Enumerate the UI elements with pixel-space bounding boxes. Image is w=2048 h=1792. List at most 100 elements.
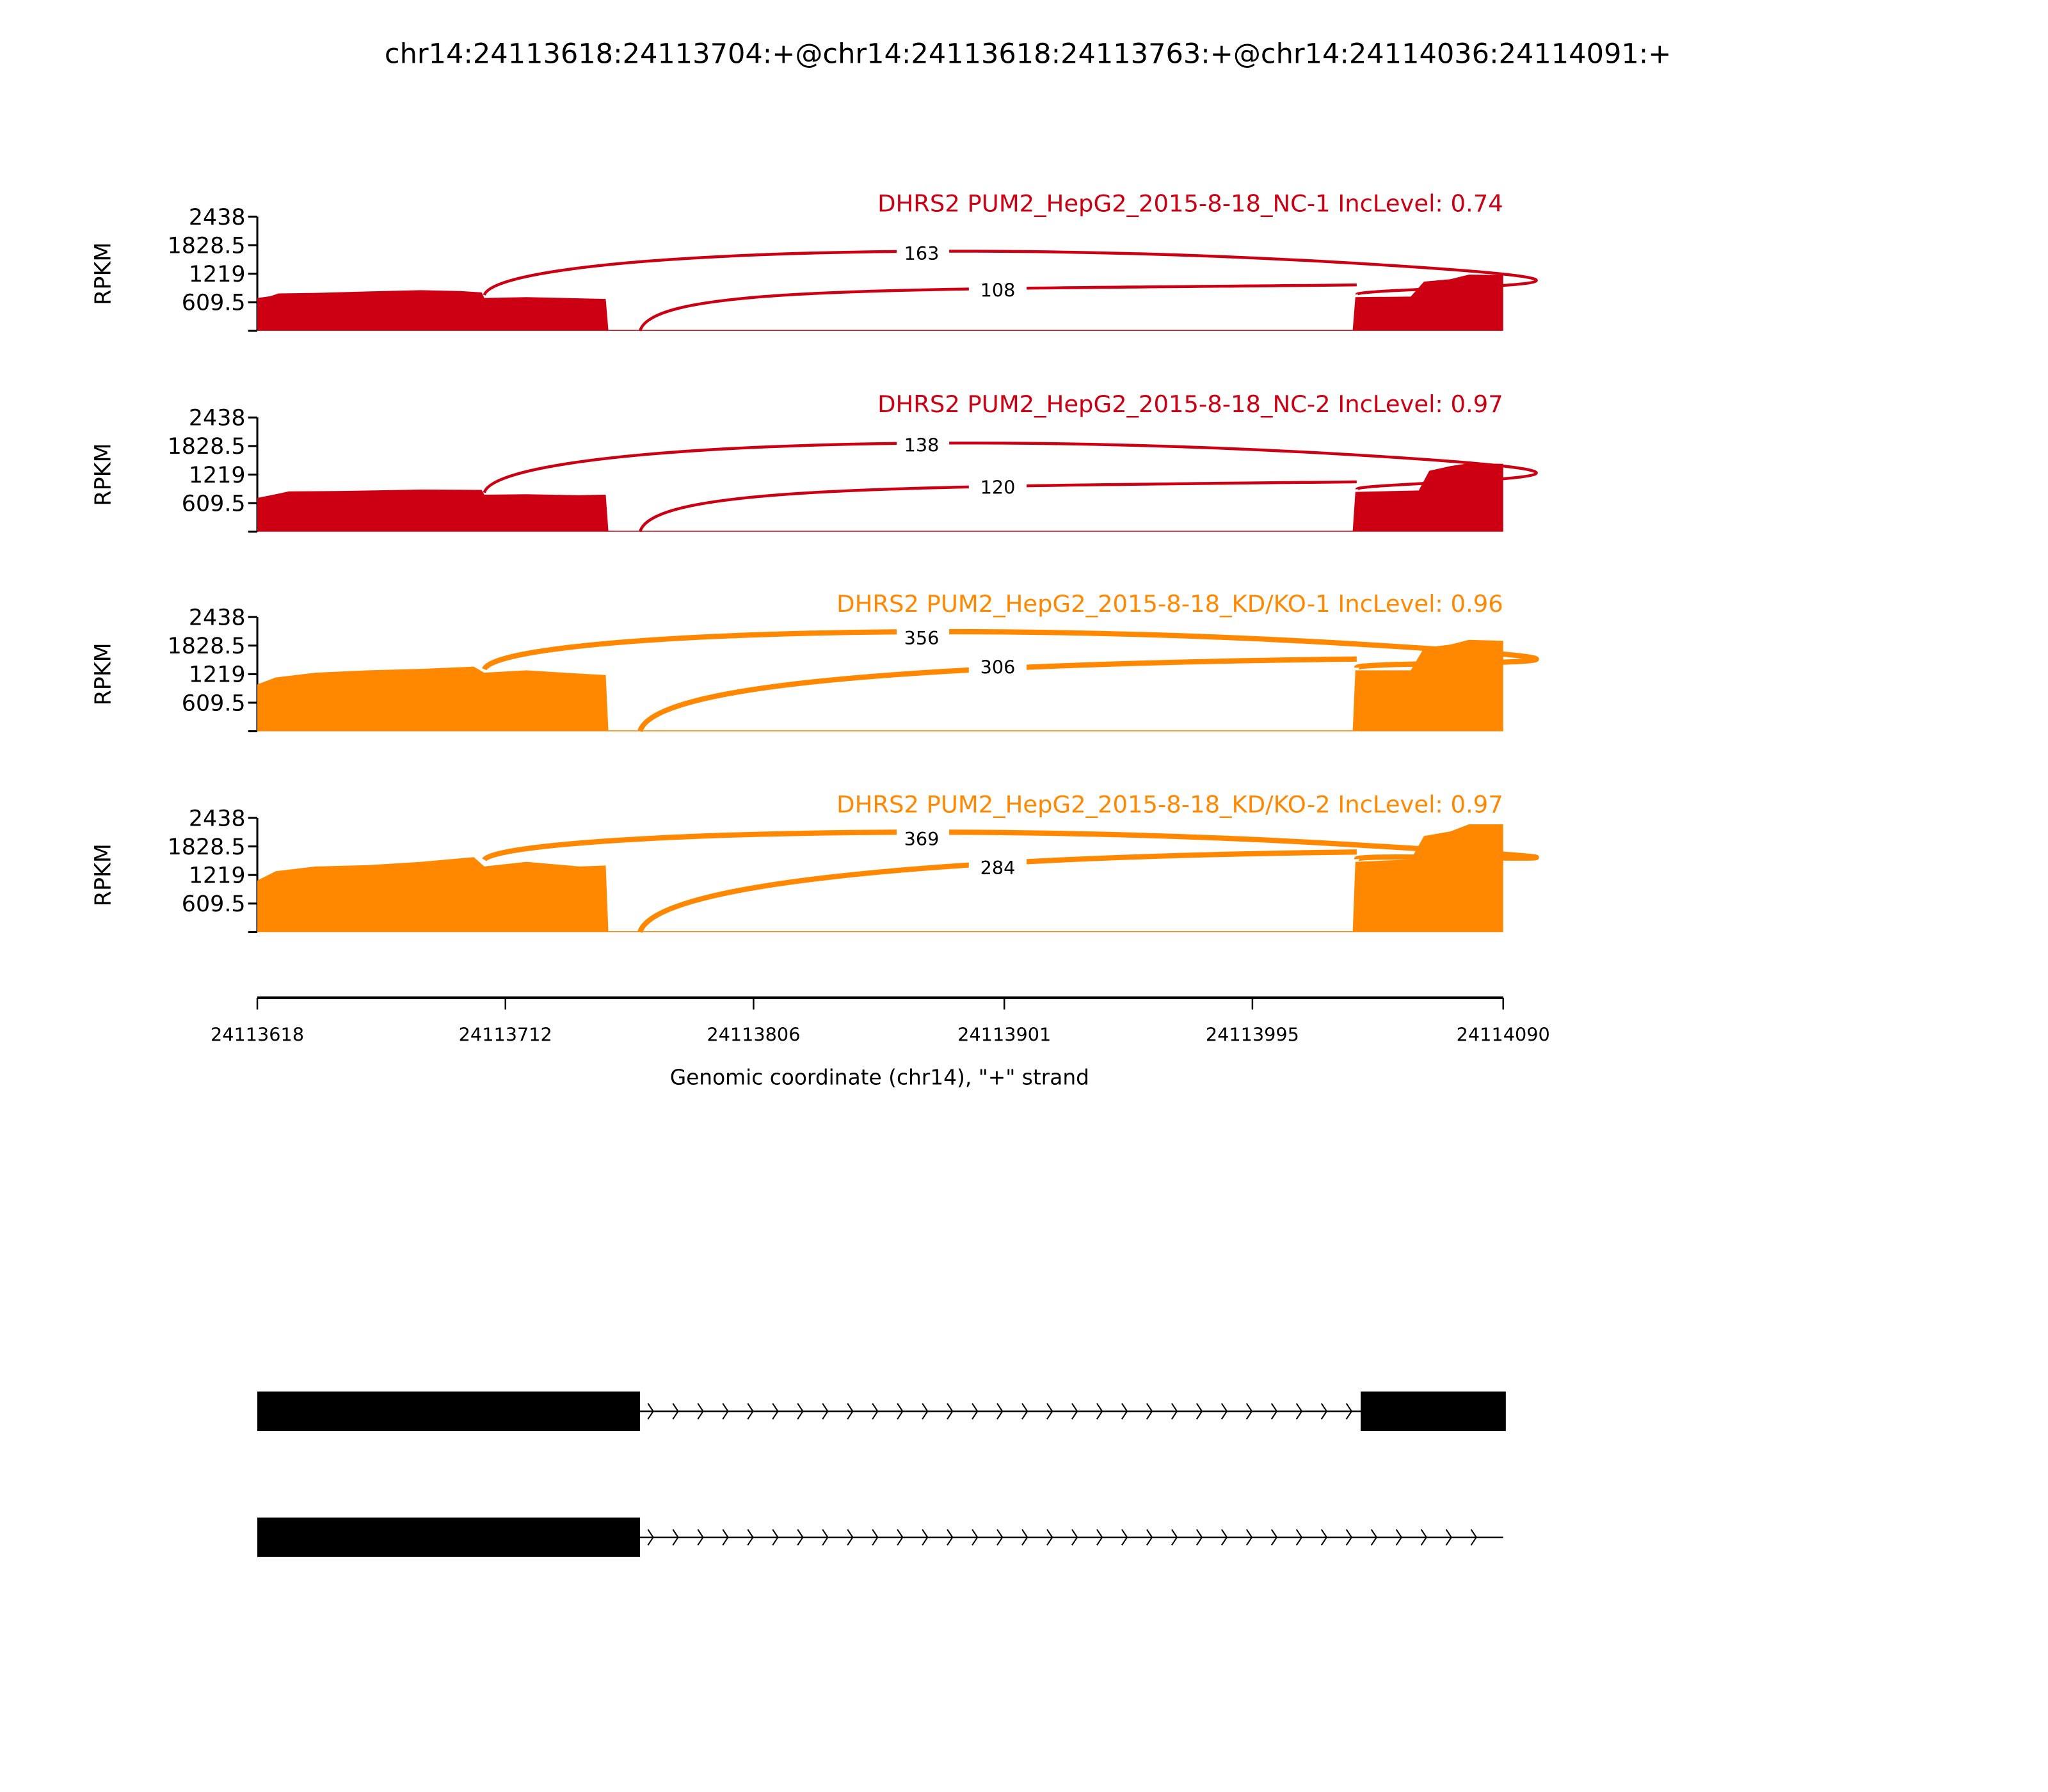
sample-panel: 2438 1828.5 1219 609.5 RPKM 163 108 DHRS2 PUM2_… — [90, 189, 1538, 332]
x-axis-label: Genomic coordinate (chr14), "+" strand — [670, 1065, 1089, 1089]
y-tick-label: 1828.5 — [168, 233, 246, 259]
sample-title: DHRS2 PUM2_HepG2_2015-8-18_NC-2 IncLevel… — [877, 390, 1503, 418]
y-tick-label: 1219 — [189, 863, 246, 888]
strand-arrow-icon — [1171, 1529, 1178, 1546]
y-tick-label: 2438 — [189, 205, 246, 230]
coverage-area — [257, 275, 1503, 331]
junction-arc — [483, 250, 1538, 296]
strand-arrow-icon — [922, 1529, 929, 1546]
strand-arrow-icon — [972, 1403, 979, 1420]
strand-arrow-icon — [1345, 1403, 1353, 1420]
strand-arrow-icon — [772, 1529, 779, 1546]
strand-arrow-icon — [747, 1529, 754, 1546]
sample-panel: 2438 1828.5 1219 609.5 RPKM 369 284 DHRS2 PUM2_… — [90, 791, 1539, 933]
junction-count-label: 356 — [904, 627, 940, 649]
x-tick-label: 24113806 — [707, 1024, 800, 1046]
strand-arrow-icon — [1146, 1529, 1153, 1546]
strand-arrow-icon — [697, 1403, 704, 1420]
junction-count-label: 163 — [904, 243, 940, 264]
strand-arrow-icon — [747, 1403, 754, 1420]
strand-arrow-icon — [872, 1403, 879, 1420]
strand-arrow-icon — [996, 1403, 1004, 1420]
strand-arrow-icon — [1121, 1403, 1128, 1420]
junction-count-bg — [897, 433, 950, 457]
strand-arrow-icon — [1220, 1403, 1228, 1420]
strand-arrow-icon — [1420, 1529, 1428, 1546]
exon — [257, 1391, 641, 1431]
x-tick-label: 24113712 — [459, 1024, 552, 1046]
junction-count-bg — [968, 856, 1027, 880]
y-tick-label: 2438 — [189, 806, 246, 831]
junction-count-label: 306 — [980, 656, 1016, 678]
strand-arrow-icon — [822, 1403, 829, 1420]
junction-arc — [483, 441, 1538, 493]
strand-arrow-icon — [797, 1529, 804, 1546]
junction-count-label: 120 — [980, 476, 1016, 498]
y-tick-label: 609.5 — [182, 491, 246, 516]
y-tick-label: 1828.5 — [168, 835, 246, 860]
y-tick-label: 1828.5 — [168, 434, 246, 460]
strand-arrow-icon — [1096, 1529, 1103, 1546]
strand-arrow-icon — [722, 1403, 729, 1420]
strand-arrow-icon — [697, 1529, 704, 1546]
x-tick-label: 24113618 — [211, 1024, 304, 1046]
strand-arrow-icon — [996, 1529, 1004, 1546]
strand-arrow-icon — [1171, 1403, 1178, 1420]
junction-count-bg — [968, 475, 1027, 499]
strand-arrow-icon — [1270, 1529, 1278, 1546]
y-axis-label: RPKM — [90, 643, 116, 705]
coverage-area — [257, 463, 1503, 532]
strand-arrow-icon — [1046, 1403, 1053, 1420]
sample-title: DHRS2 PUM2_HepG2_2015-8-18_NC-1 IncLevel… — [877, 189, 1503, 217]
strand-arrow-icon — [1395, 1529, 1403, 1546]
strand-arrow-icon — [1046, 1529, 1053, 1546]
strand-arrow-icon — [1320, 1403, 1328, 1420]
sample-panel: 2438 1828.5 1219 609.5 RPKM 356 306 DHRS2 PUM2_… — [90, 590, 1539, 733]
strand-arrow-icon — [947, 1403, 954, 1420]
junction-count-label: 284 — [980, 857, 1016, 879]
exon — [1361, 1391, 1506, 1431]
strand-arrow-icon — [1196, 1529, 1203, 1546]
strand-arrow-icon — [922, 1403, 929, 1420]
y-tick-label: 1219 — [189, 262, 246, 287]
junction-count-bg — [897, 241, 950, 266]
x-tick-label: 24114090 — [1457, 1024, 1550, 1046]
junction-count-bg — [968, 655, 1027, 679]
strand-arrow-icon — [1245, 1403, 1253, 1420]
strand-arrow-icon — [1470, 1529, 1477, 1546]
junction-arc — [637, 849, 1357, 933]
strand-arrow-icon — [1445, 1529, 1453, 1546]
junction-arc — [482, 829, 1539, 862]
junction-arc — [637, 656, 1357, 733]
strand-arrow-icon — [972, 1529, 979, 1546]
junction-arc — [638, 283, 1357, 332]
strand-arrow-icon — [1220, 1529, 1228, 1546]
junction-count-label: 138 — [904, 435, 940, 456]
strand-arrow-icon — [1096, 1403, 1103, 1420]
strand-arrow-icon — [722, 1529, 729, 1546]
y-tick-label: 609.5 — [182, 892, 246, 917]
x-axis: 24113618 24113712 24113806 24113901 24113995… — [211, 996, 1550, 1046]
coverage-area — [257, 639, 1503, 732]
y-axis-label: RPKM — [90, 844, 116, 906]
y-tick-label: 1219 — [189, 463, 246, 488]
strand-arrow-icon — [1196, 1403, 1203, 1420]
sample-panels: 2438 1828.5 1219 609.5 RPKM 163 108 DHRS2 PUM2_… — [90, 189, 1539, 933]
sample-title: DHRS2 PUM2_HepG2_2015-8-18_KD/KO-1 IncLe… — [836, 590, 1503, 618]
strand-arrow-icon — [1295, 1529, 1303, 1546]
junction-count-bg — [897, 827, 950, 851]
transcript — [257, 1517, 1503, 1557]
strand-arrow-icon — [1320, 1529, 1328, 1546]
strand-arrow-icon — [847, 1403, 854, 1420]
y-tick-label: 2438 — [189, 406, 246, 431]
strand-arrow-icon — [947, 1529, 954, 1546]
junction-arc — [481, 628, 1539, 671]
y-axis-label: RPKM — [90, 443, 116, 506]
strand-arrow-icon — [1071, 1403, 1078, 1420]
strand-arrow-icon — [672, 1403, 679, 1420]
strand-arrow-icon — [1245, 1529, 1253, 1546]
strand-arrow-icon — [872, 1529, 879, 1546]
strand-arrow-icon — [822, 1529, 829, 1546]
y-tick-label: 1219 — [189, 662, 246, 688]
